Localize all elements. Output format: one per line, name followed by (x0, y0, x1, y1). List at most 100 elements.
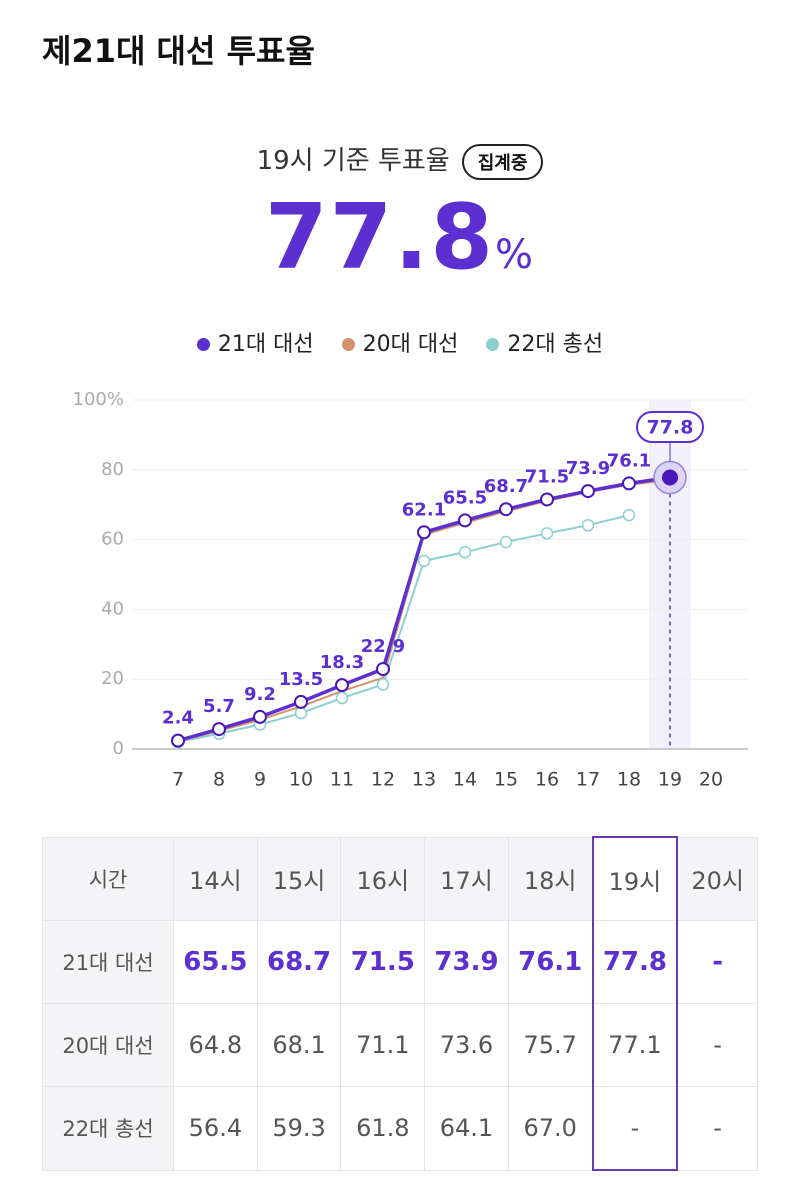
x-tick-label: 13 (412, 769, 436, 791)
value-label: 68.7 (484, 476, 528, 497)
value-label: 73.9 (566, 458, 610, 479)
header-cell: 18시 (507, 836, 594, 921)
point (294, 706, 308, 720)
point (335, 691, 349, 705)
legend: 21대 대선 20대 대선 22대 총선 (0, 326, 800, 358)
point (294, 694, 308, 709)
header-cell: 시간 (41, 836, 175, 921)
x-tick-label: 12 (371, 769, 395, 791)
page-title: 제21대 대선 투표율 (42, 32, 315, 70)
value-label: 77.8 (647, 417, 694, 439)
cell: 75.7 (507, 1003, 594, 1087)
x-tick-label: 20 (699, 769, 723, 791)
cell: 77.8 (591, 920, 679, 1004)
y-tick-label: 60 (101, 529, 124, 550)
summary: 19시 기준 투표율 집계중 (0, 140, 800, 180)
cell: 77.1 (591, 1003, 679, 1087)
header-cell: 14시 (173, 836, 258, 921)
header-cell: 17시 (424, 836, 509, 921)
header-cell: 16시 (340, 836, 426, 921)
callout (636, 411, 704, 443)
value-label: 5.7 (203, 696, 235, 717)
point (540, 492, 554, 507)
x-tick-label: 15 (494, 769, 518, 791)
cell: 59.3 (256, 1086, 342, 1171)
row-label: 20대 대선 (41, 1003, 175, 1087)
legend-dot (486, 338, 500, 351)
x-tick-label: 19 (658, 769, 682, 791)
legend-item: 21대 대선 (196, 326, 314, 358)
cell: - (676, 920, 759, 1004)
point (212, 722, 226, 737)
legend-label: 21대 대선 (217, 332, 314, 357)
row-label: 21대 대선 (41, 920, 175, 1004)
y-tick-label: 100% (73, 389, 124, 410)
x-tick-label: 9 (254, 769, 266, 791)
value-label: 71.5 (525, 466, 569, 487)
point (622, 476, 636, 491)
summary-label: 19시 기준 투표율 (256, 146, 450, 176)
x-tick-label: 11 (330, 769, 354, 791)
cell: 67.0 (507, 1086, 594, 1171)
cell: - (591, 1086, 679, 1171)
point (376, 678, 390, 691)
cell: 64.1 (424, 1086, 509, 1171)
point (171, 733, 185, 748)
y-tick-label: 0 (113, 738, 124, 759)
value-label: 62.1 (402, 499, 446, 520)
x-tick-label: 18 (617, 769, 641, 791)
table-row: 20대 대선 64.8 68.1 71.1 73.6 75.7 77.1- (41, 1003, 759, 1087)
turnout-value: 77.8 (264, 185, 496, 290)
x-tick-label: 10 (289, 769, 313, 791)
x-tick-label: 8 (213, 769, 225, 791)
cell: - (676, 1086, 759, 1171)
header-cell: 19시 (591, 836, 679, 921)
point (417, 525, 431, 540)
cell: 71.5 (340, 920, 426, 1004)
point (376, 662, 390, 677)
cell: 73.6 (424, 1003, 509, 1087)
point (458, 545, 472, 559)
table-row: 22대 총선 56.4 59.3 61.8 64.1 67.0- - (41, 1086, 759, 1171)
cell: 64.8 (173, 1003, 258, 1087)
legend-item: 20대 대선 (341, 326, 459, 358)
cell: 76.1 (507, 920, 594, 1004)
value-label: 65.5 (443, 487, 487, 508)
value-label: 22.9 (361, 636, 405, 657)
turnout-table: 시간 14시 15시 16시 17시 18시 19시 20시 21대 대선 65.5 68.7 71.… (41, 836, 759, 1171)
point (581, 519, 595, 532)
point (417, 554, 431, 568)
table-row: 21대 대선 65.5 68.7 71.5 73.9 76.1 77.8- (41, 920, 759, 1004)
x-tick-label: 7 (172, 769, 184, 791)
cell: 68.1 (256, 1003, 342, 1087)
row-label: 22대 총선 (41, 1086, 175, 1171)
point (335, 678, 349, 693)
point (499, 535, 513, 549)
y-tick-label: 40 (101, 598, 124, 619)
cell: 61.8 (340, 1086, 426, 1171)
legend-label: 20대 대선 (362, 332, 459, 357)
cell: 65.5 (173, 920, 258, 1004)
legend-dot (196, 338, 210, 351)
cell: 56.4 (173, 1086, 258, 1171)
turnout-unit: % (495, 232, 536, 278)
status-badge: 집계중 (461, 143, 544, 180)
cell: 68.7 (256, 920, 342, 1004)
point (499, 502, 513, 517)
y-tick-label: 20 (101, 668, 124, 689)
header-cell: 20시 (676, 836, 759, 921)
value-label: 13.5 (279, 669, 323, 690)
value-label: 9.2 (244, 684, 276, 705)
cell: - (676, 1003, 759, 1087)
point (662, 469, 678, 486)
value-label: 18.3 (320, 652, 364, 673)
header-cell: 15시 (256, 836, 342, 921)
legend-dot (341, 338, 355, 351)
point (622, 508, 636, 522)
value-label: 76.1 (607, 450, 651, 471)
chart: 0 20 40 60 80 100% 7 8 9 10 11 12 13 14 15 16 17 18 19 20 2.… (73, 389, 748, 791)
x-tick-label: 16 (535, 769, 559, 791)
x-tick-label: 14 (453, 769, 477, 791)
cell: 71.1 (340, 1003, 426, 1087)
